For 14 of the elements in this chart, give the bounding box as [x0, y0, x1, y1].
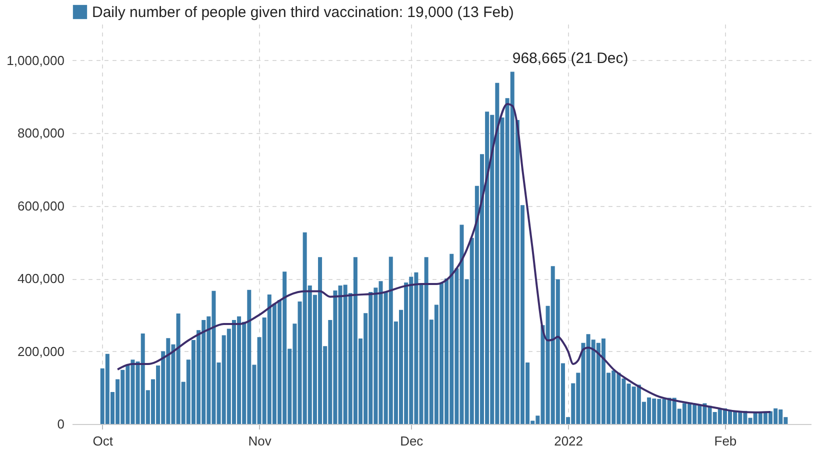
line-series [116, 103, 772, 414]
y-tick-label: 0 [57, 416, 64, 432]
y-tick-label: 600,000 [18, 198, 64, 214]
x-tick-label: Feb [714, 434, 737, 448]
y-tick-label: 200,000 [18, 344, 64, 359]
x-tick-label: 2022 [554, 434, 583, 448]
y-tick-label: 800,000 [18, 126, 64, 141]
x-tick-label: Nov [248, 434, 272, 448]
annotation: 968,665 (21 Dec) [512, 50, 628, 67]
y-tick-label: 1,000,000 [6, 52, 64, 68]
x-tick-label: Oct [92, 434, 114, 448]
x-tick-label: Dec [400, 434, 424, 448]
legend-label: Daily number of people given third vaccination: 19,000 (13 Feb) [92, 4, 514, 21]
y-tick-label: 400,000 [18, 271, 64, 286]
